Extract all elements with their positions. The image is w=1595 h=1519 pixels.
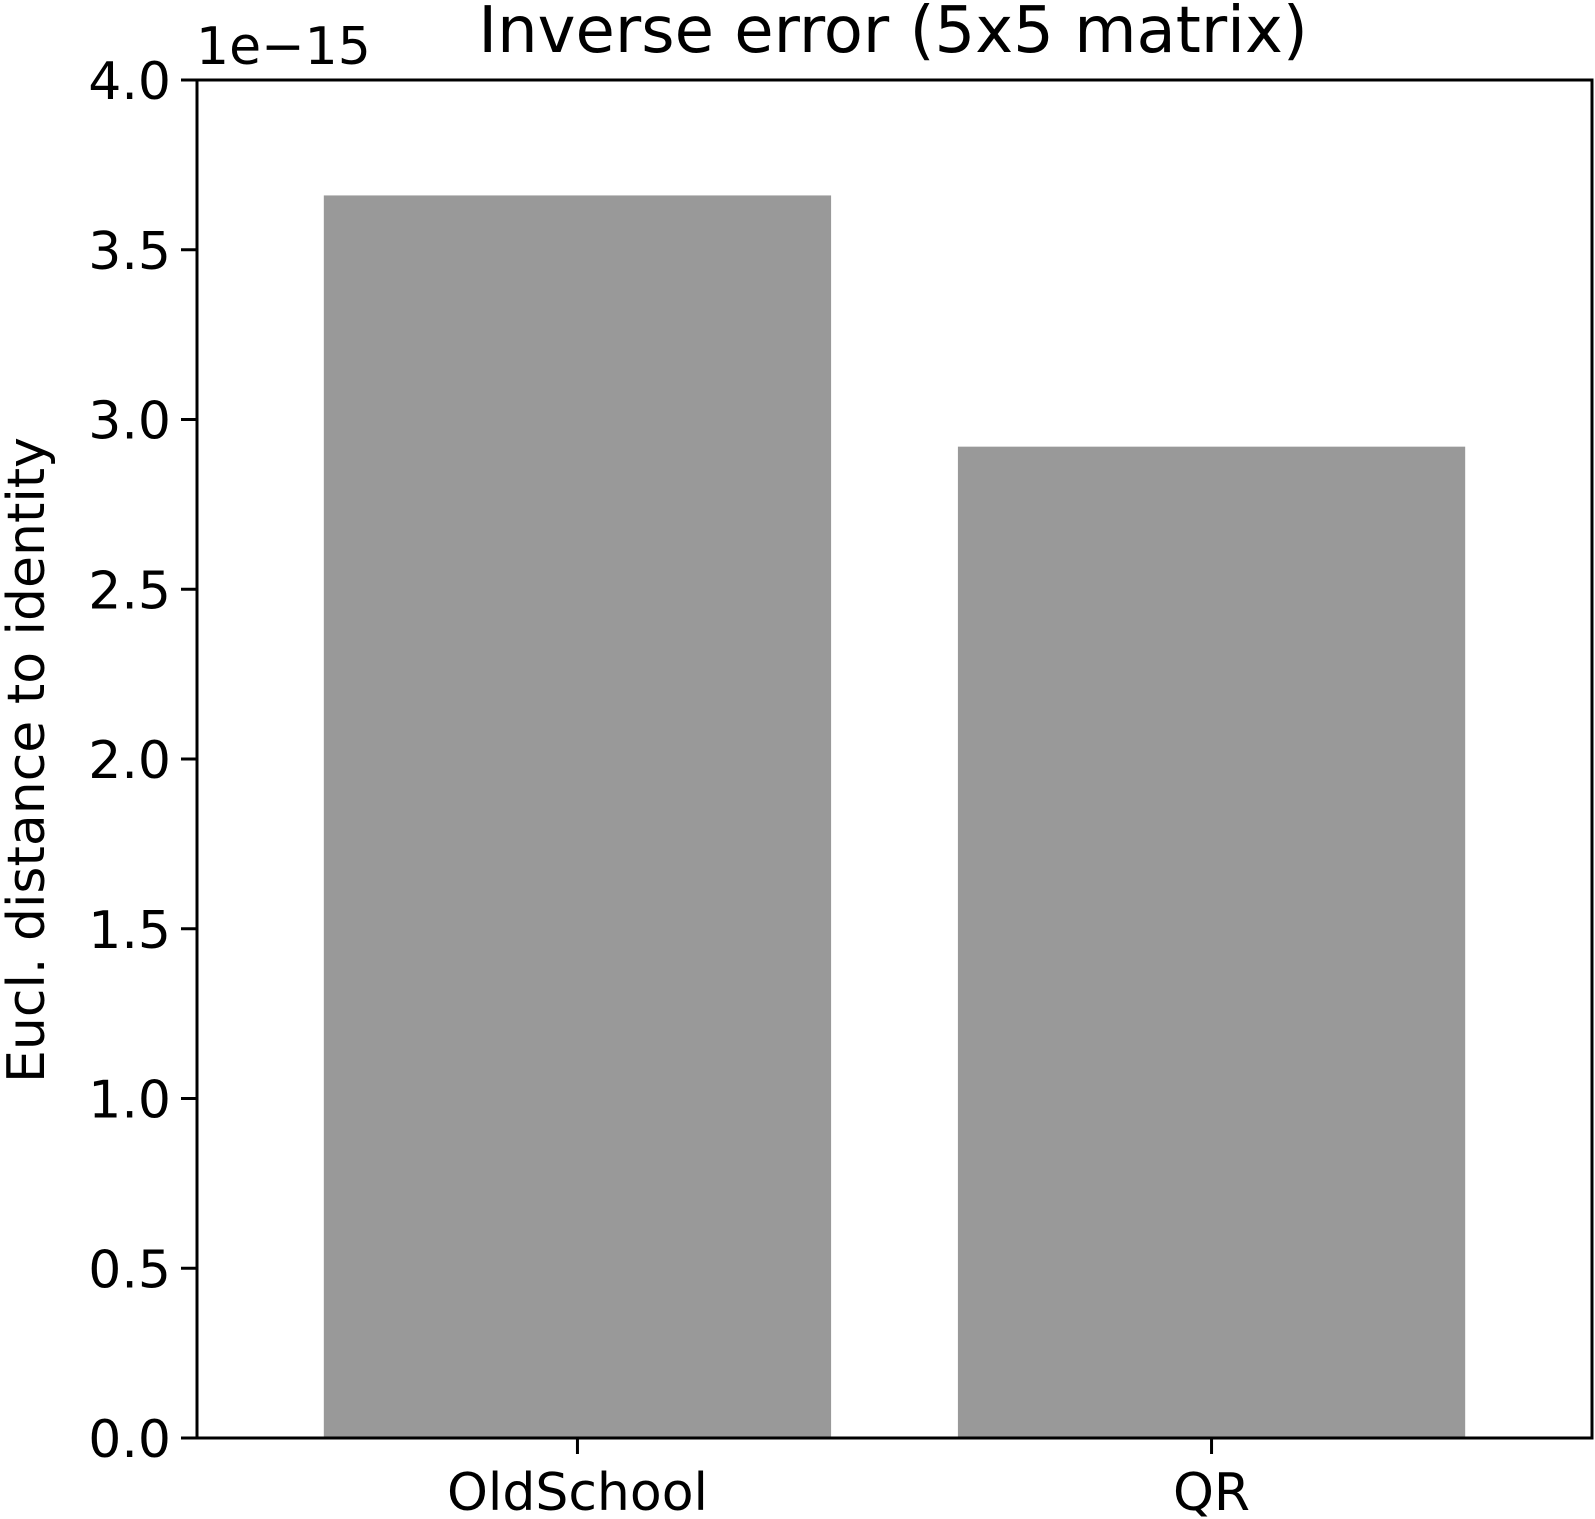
plot-area-frame [195,78,1594,1440]
y-axis-label: Eucl. distance to identity [0,437,57,1083]
y-axis-offset-label: 1e−15 [196,17,371,77]
y-tick-label: 2.5 [88,561,171,621]
y-tick-label: 1.0 [88,1071,171,1131]
y-tick-label: 0.5 [88,1240,171,1300]
bars-layer [323,195,1466,1439]
x-tick-label: OldSchool [447,1463,708,1519]
y-tick-label: 0.0 [88,1410,171,1470]
y-tick-label: 4.0 [88,52,171,112]
x-tick-label: QR [1173,1463,1250,1519]
x-axis: OldSchool QR [447,1438,1250,1519]
y-tick-label: 3.5 [88,222,171,282]
y-axis: 0.0 0.5 1.0 1.5 2.0 2.5 3.0 3.5 4.0 [88,52,197,1470]
bar-qr [957,446,1466,1438]
bar-oldschool [323,195,832,1439]
y-tick-label: 1.5 [88,901,171,961]
y-tick-label: 2.0 [88,731,171,791]
chart-title: Inverse error (5x5 matrix) [478,0,1308,68]
y-tick-label: 3.0 [88,392,171,452]
